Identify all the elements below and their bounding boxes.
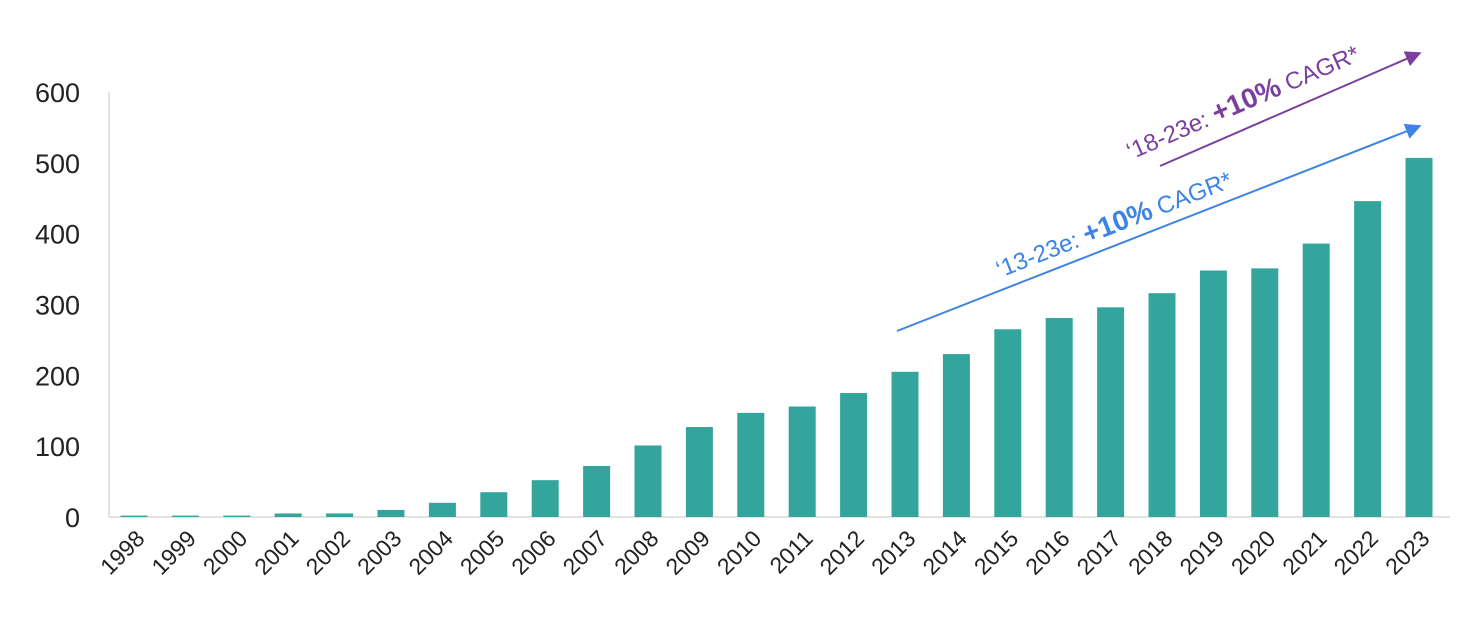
- x-tick-label: 2015: [969, 525, 1024, 580]
- x-tick-label: 2001: [249, 525, 304, 580]
- x-tick-label: 2000: [198, 525, 253, 580]
- y-tick-labels: 0 100 200 300 400 500 600: [35, 78, 80, 533]
- bar-2006: [531, 480, 559, 517]
- x-tick-label: 2016: [1020, 525, 1075, 580]
- y-tick-label: 100: [35, 432, 80, 462]
- x-tick-label: 2013: [866, 525, 921, 580]
- cagr-annotations: ‘13-23e: +10% CAGR*‘18-23e: +10% CAGR*: [896, 37, 1422, 332]
- bar-2013: [891, 371, 919, 517]
- bar-2014: [942, 354, 970, 517]
- y-tick-label: 300: [35, 291, 80, 321]
- bar-2018: [1148, 293, 1176, 517]
- y-tick-label: 0: [65, 503, 80, 533]
- bar-2008: [634, 445, 662, 517]
- x-tick-label: 2019: [1174, 525, 1229, 580]
- x-tick-label: 2006: [506, 525, 561, 580]
- x-tick-label: 2003: [352, 525, 407, 580]
- bar-2015: [994, 329, 1022, 517]
- bar-2001: [274, 513, 302, 517]
- cagr-label-rate: +10%: [1078, 194, 1157, 249]
- x-tick-label: 2002: [301, 525, 356, 580]
- y-tick-label: 500: [35, 149, 80, 179]
- bar-2005: [480, 492, 508, 517]
- x-tick-label: 2020: [1226, 525, 1281, 580]
- cagr-label: ‘18-23e: +10% CAGR*: [1121, 37, 1364, 166]
- bar-2012: [840, 393, 868, 517]
- bar-2011: [788, 406, 816, 517]
- cagr-arrow: [1159, 51, 1422, 167]
- x-tick-label: 2010: [712, 525, 767, 580]
- bar-2017: [1097, 307, 1125, 517]
- x-tick-label: 2007: [558, 525, 613, 580]
- y-tick-label: 400: [35, 220, 80, 250]
- bar-2016: [1045, 317, 1073, 517]
- y-tick-label: 600: [35, 78, 80, 108]
- cagr-label-rate: +10%: [1207, 71, 1286, 128]
- x-tick-label: 2005: [455, 525, 510, 580]
- bar-2023: [1405, 157, 1433, 517]
- cagr-label-prefix: ‘18-23e:: [1123, 104, 1219, 166]
- bar-2009: [685, 427, 713, 517]
- bar-2020: [1251, 268, 1279, 517]
- x-tick-label: 2009: [660, 525, 715, 580]
- x-tick-label: 2014: [917, 525, 972, 580]
- bar-2000: [223, 515, 251, 517]
- bar-2004: [428, 502, 456, 517]
- bar-2019: [1199, 270, 1227, 517]
- cagr-arrow: [896, 123, 1422, 332]
- bar-1999: [171, 515, 199, 517]
- bar-1998: [120, 515, 148, 517]
- bar-2003: [377, 509, 405, 517]
- x-tick-label: 1998: [95, 525, 150, 580]
- x-tick-label: 2017: [1072, 525, 1127, 580]
- x-tick-label: 2022: [1329, 525, 1384, 580]
- bars: [120, 157, 1433, 518]
- bar-2022: [1354, 201, 1382, 518]
- bar-2002: [326, 513, 354, 517]
- x-tick-label: 2021: [1277, 525, 1332, 580]
- cagr-label-suffix: CAGR*: [1275, 41, 1364, 100]
- x-tick-label: 2008: [609, 525, 664, 580]
- x-tick-label: 2023: [1380, 525, 1435, 580]
- y-tick-label: 200: [35, 361, 80, 391]
- bar-2021: [1302, 243, 1330, 518]
- x-tick-label: 2012: [815, 525, 870, 580]
- x-tick-label: 2011: [764, 525, 817, 578]
- cagr-label: ‘13-23e: +10% CAGR*: [991, 163, 1236, 284]
- bar-2010: [737, 412, 765, 517]
- bar-2007: [583, 466, 611, 517]
- x-tick-label: 1999: [146, 525, 201, 580]
- x-tick-label: 2018: [1123, 525, 1178, 580]
- x-tick-label: 2004: [403, 525, 458, 580]
- x-tick-labels: 1998199920002001200220032004200520062007…: [95, 525, 1435, 580]
